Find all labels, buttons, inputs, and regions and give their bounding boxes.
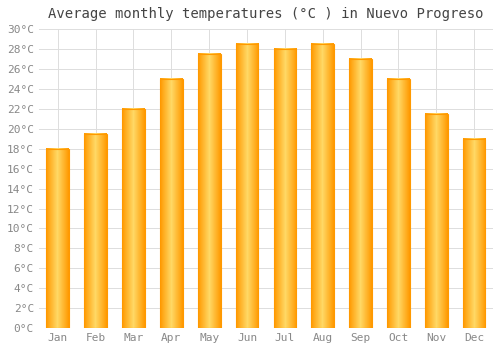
Bar [46, 149, 69, 328]
Bar [349, 59, 372, 328]
Bar [236, 44, 258, 328]
Bar [463, 139, 485, 328]
Bar [198, 54, 220, 328]
Bar [425, 114, 448, 328]
Bar [84, 134, 107, 328]
Title: Average monthly temperatures (°C ) in Nuevo Progreso: Average monthly temperatures (°C ) in Nu… [48, 7, 484, 21]
Bar [160, 79, 182, 328]
Bar [312, 44, 334, 328]
Bar [122, 109, 145, 328]
Bar [387, 79, 410, 328]
Bar [274, 49, 296, 328]
